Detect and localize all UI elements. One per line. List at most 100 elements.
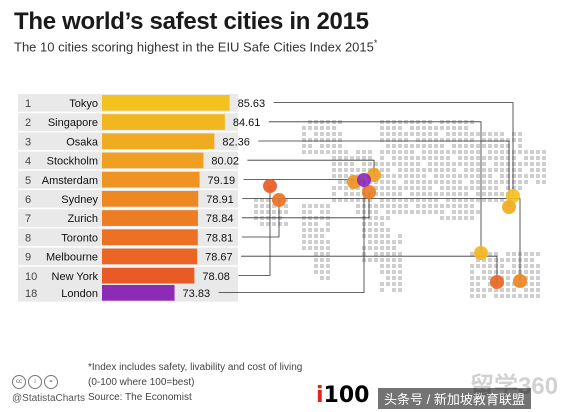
map-dot [482, 186, 486, 190]
value-label: 78.81 [206, 232, 234, 244]
map-dot [512, 180, 516, 184]
map-dot [530, 276, 534, 280]
map-dot [512, 162, 516, 166]
map-dot [506, 258, 510, 262]
map-dot [338, 180, 342, 184]
map-dot [404, 168, 408, 172]
map-dot [386, 168, 390, 172]
map-dot [314, 270, 318, 274]
map-dot [434, 198, 438, 202]
map-dot [332, 144, 336, 148]
map-dot [512, 186, 516, 190]
map-dot [446, 126, 450, 130]
map-dot [392, 126, 396, 130]
map-dot [266, 204, 270, 208]
map-dot [428, 204, 432, 208]
map-dot [428, 186, 432, 190]
rank-label: 1 [25, 98, 31, 110]
map-dot [398, 168, 402, 172]
chart-subtitle: The 10 cities scoring highest in the EIU… [14, 38, 378, 55]
map-dot [524, 174, 528, 178]
value-label: 79.19 [208, 175, 236, 187]
map-dot [410, 126, 414, 130]
map-dot [530, 282, 534, 286]
map-dot [530, 168, 534, 172]
map-dot [302, 234, 306, 238]
map-dot [500, 174, 504, 178]
map-dot [302, 204, 306, 208]
map-dot [416, 144, 420, 148]
leader-line [273, 102, 514, 196]
map-dot [314, 234, 318, 238]
map-dot [458, 204, 462, 208]
map-dot [512, 132, 516, 136]
map-dot [410, 162, 414, 166]
map-dot [470, 210, 474, 214]
map-dot [302, 126, 306, 130]
map-dot [470, 264, 474, 268]
map-dot [308, 222, 312, 226]
map-dot [386, 126, 390, 130]
map-dot [398, 198, 402, 202]
map-dot [440, 210, 444, 214]
city-label: Zurich [67, 213, 98, 225]
map-dot [482, 168, 486, 172]
map-dot [494, 186, 498, 190]
map-dot [344, 156, 348, 160]
map-dot [386, 276, 390, 280]
map-dot [374, 192, 378, 196]
map-dot [434, 144, 438, 148]
map-dot [434, 126, 438, 130]
map-dot [398, 174, 402, 178]
map-dot [446, 186, 450, 190]
map-dot [344, 198, 348, 202]
map-dot [494, 192, 498, 196]
map-dot [332, 150, 336, 154]
map-dot [470, 138, 474, 142]
value-label: 78.08 [202, 271, 230, 283]
map-dot [446, 156, 450, 160]
map-dot [410, 174, 414, 178]
bar [102, 114, 225, 130]
map-dot [404, 180, 408, 184]
map-dot [338, 138, 342, 142]
map-dot [464, 150, 468, 154]
map-dot [488, 258, 492, 262]
rank-label: 5 [25, 175, 31, 187]
map-dot [422, 126, 426, 130]
map-dot [410, 144, 414, 148]
map-dot [320, 204, 324, 208]
bar [102, 95, 230, 111]
map-dot [368, 240, 372, 244]
map-dot [320, 228, 324, 232]
map-dot [422, 144, 426, 148]
map-dot [314, 132, 318, 136]
map-dot [488, 150, 492, 154]
map-dot [362, 162, 366, 166]
map-dot [494, 150, 498, 154]
map-dot [464, 144, 468, 148]
map-dot [350, 192, 354, 196]
map-dot [494, 270, 498, 274]
map-dot [500, 144, 504, 148]
leader-line [268, 121, 482, 253]
map-dot [356, 174, 360, 178]
map-dot [464, 162, 468, 166]
map-dot [476, 132, 480, 136]
map-dot [500, 198, 504, 202]
map-dot [308, 246, 312, 250]
map-dot [302, 150, 306, 154]
map-dot [488, 270, 492, 274]
map-dot [446, 216, 450, 220]
map-dot [482, 132, 486, 136]
map-dot [506, 168, 510, 172]
map-dot [500, 258, 504, 262]
map-dot [416, 126, 420, 130]
map-dot [428, 126, 432, 130]
statista-handle[interactable]: @StatistaCharts [12, 393, 85, 404]
map-dot [488, 132, 492, 136]
map-dot [482, 264, 486, 268]
map-dot [434, 174, 438, 178]
map-dot [356, 192, 360, 196]
map-dot [494, 180, 498, 184]
